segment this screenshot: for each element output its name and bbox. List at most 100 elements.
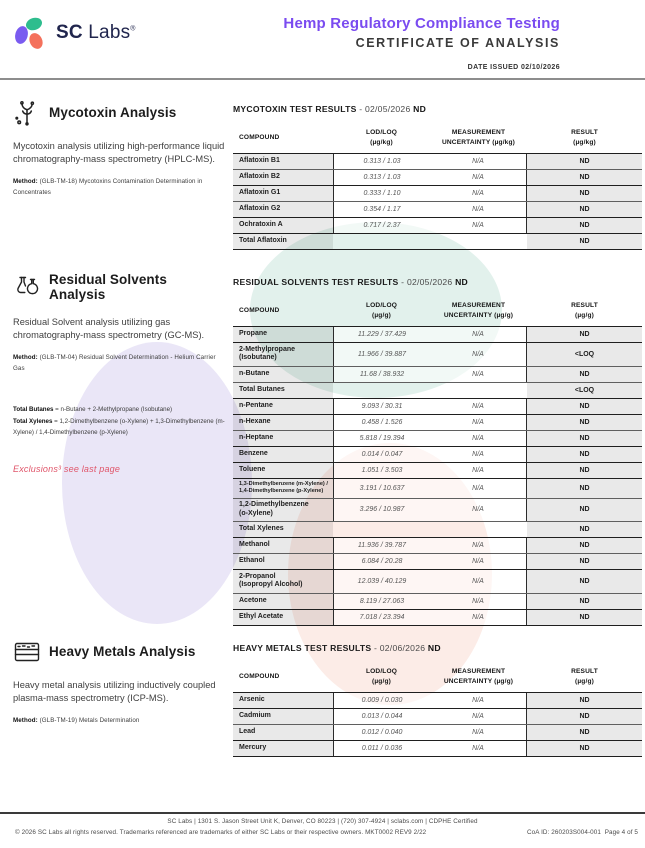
result-cell: ND — [527, 446, 642, 462]
table-row: 1,3-Dimethylbenzene (m-Xylene) / 1,4-Dim… — [233, 478, 642, 499]
lod-loq-cell: 5.818 / 19.394 — [333, 430, 430, 446]
table-row: Methanol 11.936 / 39.787 N/A ND — [233, 538, 642, 555]
uncertainty-cell: N/A — [430, 741, 527, 757]
column-header-lodloq: LOD/LOQ (µg/g) — [365, 668, 398, 685]
lod-loq-cell — [333, 234, 430, 249]
result-cell: ND — [527, 593, 642, 609]
uncertainty-cell — [430, 234, 527, 249]
section-title: Heavy Metals Analysis — [49, 644, 196, 659]
table-header-row: COMPOUND LOD/LOQ (µg/kg) MEASUREMENT UNCER… — [233, 125, 642, 155]
lod-loq-cell: 0.013 / 0.044 — [333, 709, 430, 725]
compound-cell: Aflatoxin G2 — [233, 202, 333, 218]
lod-loq-cell: 0.014 / 0.047 — [333, 446, 430, 462]
document-title: Hemp Regulatory Compliance Testing — [283, 15, 560, 32]
lod-loq-cell — [333, 383, 430, 398]
sc-labs-logo: SC Labs® — [13, 16, 136, 50]
table-row: Total Butanes <LOQ — [233, 382, 642, 399]
column-header-result: RESULT (µg/g) — [571, 668, 598, 685]
uncertainty-cell: N/A — [430, 538, 527, 554]
lod-loq-cell: 8.119 / 27.063 — [333, 593, 430, 609]
footer-coa-page: CoA ID: 260203S004-001 Page 4 of 5 — [527, 829, 638, 836]
compound-cell: 2-Propanol (Isopropyl Alcohol) — [233, 570, 333, 593]
table-row: Ethyl Acetate 7.018 / 23.394 N/A ND — [233, 609, 642, 626]
compound-cell: Benzene — [233, 446, 333, 462]
result-cell: ND — [527, 398, 642, 414]
section-method: Method: (GLB-TM-19) Metals Determination — [13, 717, 140, 725]
compound-cell: Arsenic — [233, 693, 333, 709]
totals-formulas: Total Butanes = n-Butane + 2-Methylpropa… — [13, 404, 225, 437]
uncertainty-cell: N/A — [430, 554, 527, 570]
total-butanes-formula: Total Butanes = n-Butane + 2-Methylpropa… — [13, 406, 173, 414]
compound-cell: Propane — [233, 327, 333, 343]
table-row: Toluene 1.051 / 3.503 N/A ND — [233, 462, 642, 479]
header-divider — [0, 78, 645, 80]
compound-cell: Ochratoxin A — [233, 218, 333, 234]
compound-cell: 1,2-Dimethylbenzene (o-Xylene) — [233, 498, 333, 522]
table-row: Aflatoxin G1 0.333 / 1.10 N/A ND — [233, 186, 642, 203]
result-cell: ND — [527, 478, 642, 498]
lod-loq-cell: 3.191 / 10.637 — [333, 478, 430, 498]
result-cell: <LOQ — [527, 343, 642, 366]
uncertainty-cell: N/A — [430, 725, 527, 741]
uncertainty-cell: N/A — [430, 693, 527, 709]
footer-legal-line: © 2026 SC Labs all rights reserved. Trad… — [15, 829, 638, 836]
result-cell: <LOQ — [527, 382, 642, 398]
table-row: n-Butane 11.68 / 38.932 N/A ND — [233, 366, 642, 383]
document-subtitle: CERTIFICATE OF ANALYSIS — [355, 36, 560, 50]
lod-loq-cell: 0.009 / 0.030 — [333, 693, 430, 709]
lod-loq-cell: 1.051 / 3.503 — [333, 462, 430, 478]
compound-cell: Ethyl Acetate — [233, 609, 333, 625]
table-row: Aflatoxin G2 0.354 / 1.17 N/A ND — [233, 202, 642, 219]
result-cell: ND — [527, 154, 642, 170]
table-row: Acetone 8.119 / 27.063 N/A ND — [233, 593, 642, 610]
compound-cell: n-Pentane — [233, 398, 333, 414]
table-header-row: COMPOUND LOD/LOQ (µg/g) MEASUREMENT UNCERT… — [233, 298, 642, 328]
lod-loq-cell: 11.68 / 38.932 — [333, 366, 430, 382]
uncertainty-cell: N/A — [430, 446, 527, 462]
lod-loq-cell: 0.011 / 0.036 — [333, 741, 430, 757]
column-header-result: RESULT (µg/kg) — [571, 129, 598, 146]
uncertainty-cell: N/A — [430, 593, 527, 609]
column-header-compound: COMPOUND — [239, 672, 280, 680]
lod-loq-cell: 7.018 / 23.394 — [333, 609, 430, 625]
table-row: 2-Methylpropane (Isobutane) 11.966 / 39.8… — [233, 343, 642, 367]
mycotoxin-spore-icon — [13, 99, 40, 126]
sc-labs-logo-mark — [15, 17, 43, 49]
column-header-result: RESULT (µg/g) — [571, 302, 598, 319]
compound-cell: 2-Methylpropane (Isobutane) — [233, 343, 333, 366]
table-row: Total Xylenes ND — [233, 522, 642, 539]
table-row: Benzene 0.014 / 0.047 N/A ND — [233, 446, 642, 463]
table-row: Arsenic 0.009 / 0.030 N/A ND — [233, 693, 642, 710]
section-title: Mycotoxin Analysis — [49, 105, 177, 120]
result-cell: ND — [527, 538, 642, 554]
table-title: MYCOTOXIN TEST RESULTS - 02/05/2026 ND — [233, 104, 427, 114]
result-cell: ND — [527, 202, 642, 218]
heavy-metals-section-info: Heavy Metals Analysis Heavy metal analys… — [13, 638, 225, 726]
result-cell: ND — [527, 725, 642, 741]
table-row: n-Hexane 0.458 / 1.526 N/A ND — [233, 414, 642, 431]
uncertainty-cell: N/A — [430, 609, 527, 625]
table-row: Ochratoxin A 0.717 / 2.37 N/A ND — [233, 218, 642, 235]
exclusions-note: Exclusions³ see last page — [13, 463, 121, 474]
uncertainty-cell: N/A — [430, 478, 527, 498]
uncertainty-cell: N/A — [430, 366, 527, 382]
mycotoxin-results-table: MYCOTOXIN TEST RESULTS - 02/05/2026 ND C… — [233, 104, 642, 251]
compound-cell: Mercury — [233, 741, 333, 757]
lod-loq-cell: 0.458 / 1.526 — [333, 414, 430, 430]
residual-solvents-results-table: RESIDUAL SOLVENTS TEST RESULTS - 02/05/2… — [233, 277, 642, 626]
uncertainty-cell — [430, 522, 527, 537]
table-row: Mercury 0.011 / 0.036 N/A ND — [233, 741, 642, 758]
uncertainty-cell: N/A — [430, 218, 527, 234]
result-cell: ND — [527, 462, 642, 478]
compound-cell: Lead — [233, 725, 333, 741]
lod-loq-cell: 3.296 / 10.987 — [333, 498, 430, 522]
table-row: 1,2-Dimethylbenzene (o-Xylene) 3.296 / 10… — [233, 498, 642, 523]
heavy-metals-results-table: HEAVY METALS TEST RESULTS - 02/06/2026 N… — [233, 643, 642, 758]
result-cell: ND — [527, 570, 642, 593]
lod-loq-cell: 11.229 / 37.429 — [333, 327, 430, 343]
compound-cell: n-Hexane — [233, 414, 333, 430]
compound-cell: Toluene — [233, 462, 333, 478]
column-header-uncertainty: MEASUREMENT UNCERTAINTY (µg/g) — [443, 302, 514, 319]
column-header-lodloq: LOD/LOQ (µg/g) — [365, 302, 398, 319]
table-title: HEAVY METALS TEST RESULTS - 02/06/2026 N… — [233, 643, 441, 653]
